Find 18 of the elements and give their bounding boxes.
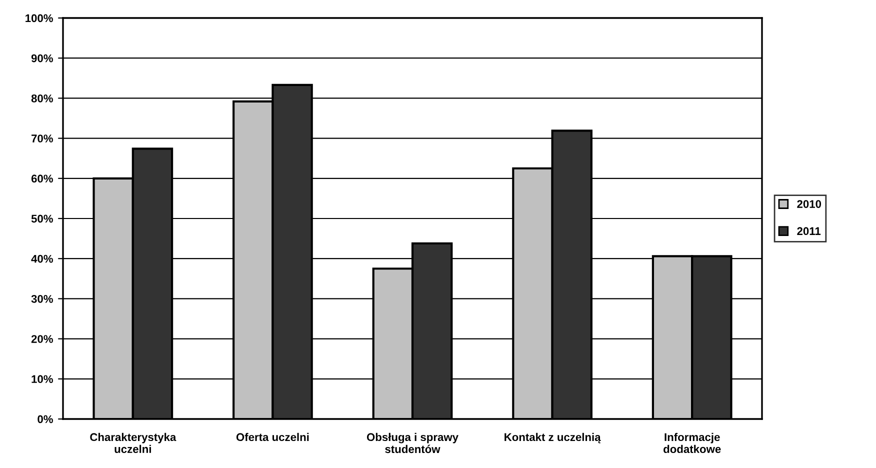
y-tick-label: 50%: [31, 214, 53, 223]
x-tick-label: Oferta uczelni: [236, 432, 309, 442]
x-tick-label: Charakterystyka uczelni: [90, 432, 176, 454]
y-tick-label: 20%: [31, 335, 53, 343]
y-tick-label: 70%: [32, 134, 53, 142]
y-tick-label: 40%: [31, 254, 53, 263]
y-tick-label: 30%: [31, 294, 53, 303]
y-tick-label: 10%: [32, 375, 53, 384]
x-tick-label: Kontakt z uczelnią: [504, 432, 601, 444]
y-tick-label: 0%: [38, 415, 53, 424]
x-tick-label: Obsługa i sprawy studentów: [366, 432, 458, 454]
y-tick-label: 100%: [26, 14, 53, 22]
y-tick-label: 60%: [31, 174, 53, 183]
legend-label: 2010: [797, 200, 822, 208]
x-tick-label: Informacje dodatkowe: [664, 432, 721, 454]
y-tick-label: 80%: [31, 94, 53, 102]
y-tick-label: 90%: [31, 54, 53, 62]
legend-label: 2011: [797, 227, 821, 236]
